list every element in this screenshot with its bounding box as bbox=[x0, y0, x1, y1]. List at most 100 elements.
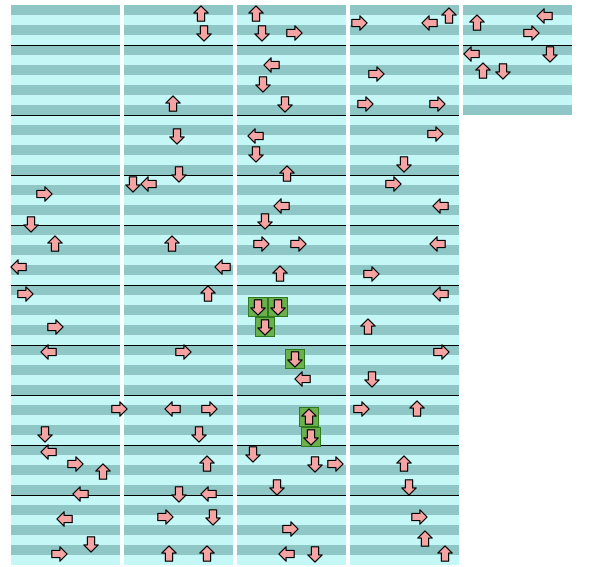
arrow-l-icon[interactable] bbox=[10, 258, 28, 276]
arrow-u-icon[interactable] bbox=[160, 545, 178, 563]
arrow-l-icon[interactable] bbox=[140, 175, 158, 193]
lane-stripe bbox=[350, 55, 459, 65]
arrow-d-icon[interactable] bbox=[256, 212, 274, 230]
arrow-l-icon[interactable] bbox=[432, 197, 450, 215]
arrow-r-icon[interactable] bbox=[326, 455, 344, 473]
arrow-l-icon[interactable] bbox=[263, 56, 281, 74]
arrow-d-icon[interactable] bbox=[82, 535, 100, 553]
arrow-d-icon[interactable] bbox=[302, 428, 320, 446]
arrow-u-icon[interactable] bbox=[94, 463, 112, 481]
lane-stripe bbox=[11, 535, 120, 545]
arrow-d-icon[interactable] bbox=[276, 95, 294, 113]
arrow-r-icon[interactable] bbox=[362, 265, 380, 283]
arrow-u-icon[interactable] bbox=[300, 408, 318, 426]
arrow-r-icon[interactable] bbox=[367, 65, 385, 83]
arrow-l-icon[interactable] bbox=[273, 197, 291, 215]
arrow-l-icon[interactable] bbox=[56, 510, 74, 528]
arrow-d-icon[interactable] bbox=[247, 145, 265, 163]
arrow-r-icon[interactable] bbox=[46, 318, 64, 336]
arrow-d-icon[interactable] bbox=[395, 155, 413, 173]
arrow-d-icon[interactable] bbox=[170, 165, 188, 183]
arrow-r-icon[interactable] bbox=[352, 400, 370, 418]
arrow-l-icon[interactable] bbox=[294, 370, 312, 388]
arrow-u-icon[interactable] bbox=[198, 455, 216, 473]
arrow-u-icon[interactable] bbox=[395, 455, 413, 473]
arrow-l-icon[interactable] bbox=[40, 443, 58, 461]
arrow-d-icon[interactable] bbox=[363, 370, 381, 388]
arrow-r-icon[interactable] bbox=[281, 520, 299, 538]
lane-stripe bbox=[124, 375, 233, 385]
arrow-d-icon[interactable] bbox=[268, 478, 286, 496]
arrow-r-icon[interactable] bbox=[432, 343, 450, 361]
arrow-r-icon[interactable] bbox=[410, 508, 428, 526]
arrow-d-icon[interactable] bbox=[195, 24, 213, 42]
arrow-d-icon[interactable] bbox=[400, 478, 418, 496]
arrow-u-icon[interactable] bbox=[440, 7, 458, 25]
arrow-r-icon[interactable] bbox=[426, 125, 444, 143]
arrow-r-icon[interactable] bbox=[285, 24, 303, 42]
arrow-d-icon[interactable] bbox=[286, 350, 304, 368]
arrow-r-icon[interactable] bbox=[66, 455, 84, 473]
arrow-u-icon[interactable] bbox=[474, 62, 492, 80]
arrow-l-icon[interactable] bbox=[164, 400, 182, 418]
arrow-d-icon[interactable] bbox=[306, 545, 324, 563]
arrow-d-icon[interactable] bbox=[170, 485, 188, 503]
arrow-d-icon[interactable] bbox=[253, 24, 271, 42]
arrow-l-icon[interactable] bbox=[421, 14, 439, 32]
arrow-u-icon[interactable] bbox=[408, 400, 426, 418]
arrow-u-icon[interactable] bbox=[416, 530, 434, 548]
lane-stripe bbox=[124, 215, 233, 225]
arrow-d-icon[interactable] bbox=[306, 455, 324, 473]
lane-stripe bbox=[237, 195, 346, 205]
arrow-u-icon[interactable] bbox=[198, 545, 216, 563]
arrow-l-icon[interactable] bbox=[463, 45, 481, 63]
arrow-l-icon[interactable] bbox=[40, 343, 58, 361]
arrow-r-icon[interactable] bbox=[35, 185, 53, 203]
arrow-u-icon[interactable] bbox=[271, 265, 289, 283]
arrow-u-icon[interactable] bbox=[199, 285, 217, 303]
arrow-u-icon[interactable] bbox=[164, 95, 182, 113]
arrow-r-icon[interactable] bbox=[16, 285, 34, 303]
arrow-r-icon[interactable] bbox=[356, 95, 374, 113]
arrow-r-icon[interactable] bbox=[110, 400, 128, 418]
arrow-u-icon[interactable] bbox=[436, 545, 454, 563]
arrow-r-icon[interactable] bbox=[156, 508, 174, 526]
arrow-l-icon[interactable] bbox=[432, 285, 450, 303]
arrow-u-icon[interactable] bbox=[163, 235, 181, 253]
arrow-l-icon[interactable] bbox=[536, 7, 554, 25]
arrow-l-icon[interactable] bbox=[278, 545, 296, 563]
arrow-d-icon[interactable] bbox=[269, 298, 287, 316]
arrow-d-icon[interactable] bbox=[168, 127, 186, 145]
arrow-l-icon[interactable] bbox=[247, 127, 265, 145]
arrow-r-icon[interactable] bbox=[289, 235, 307, 253]
arrow-u-icon[interactable] bbox=[468, 14, 486, 32]
arrow-d-icon[interactable] bbox=[494, 62, 512, 80]
arrow-r-icon[interactable] bbox=[50, 545, 68, 563]
arrow-u-icon[interactable] bbox=[278, 165, 296, 183]
arrow-d-icon[interactable] bbox=[541, 45, 559, 63]
arrow-r-icon[interactable] bbox=[350, 14, 368, 32]
arrow-l-icon[interactable] bbox=[214, 258, 232, 276]
arrow-d-icon[interactable] bbox=[254, 75, 272, 93]
arrow-d-icon[interactable] bbox=[249, 298, 267, 316]
arrow-r-icon[interactable] bbox=[200, 400, 218, 418]
arrow-r-icon[interactable] bbox=[174, 343, 192, 361]
arrow-d-icon[interactable] bbox=[244, 445, 262, 463]
arrow-d-icon[interactable] bbox=[22, 215, 40, 233]
arrow-l-icon[interactable] bbox=[72, 485, 90, 503]
arrow-u-icon[interactable] bbox=[46, 235, 64, 253]
arrow-u-icon[interactable] bbox=[192, 5, 210, 23]
arrow-d-icon[interactable] bbox=[190, 425, 208, 443]
arrow-r-icon[interactable] bbox=[428, 95, 446, 113]
arrow-d-icon[interactable] bbox=[256, 318, 274, 336]
arrow-u-icon[interactable] bbox=[247, 5, 265, 23]
arrow-r-icon[interactable] bbox=[252, 235, 270, 253]
arrow-l-icon[interactable] bbox=[429, 235, 447, 253]
arrow-r-icon[interactable] bbox=[522, 24, 540, 42]
arrow-r-icon[interactable] bbox=[384, 175, 402, 193]
arrow-l-icon[interactable] bbox=[200, 485, 218, 503]
arrow-u-icon[interactable] bbox=[359, 318, 377, 336]
arrow-d-icon[interactable] bbox=[204, 508, 222, 526]
arrow-d-icon[interactable] bbox=[36, 425, 54, 443]
lane-stripe bbox=[124, 65, 233, 75]
